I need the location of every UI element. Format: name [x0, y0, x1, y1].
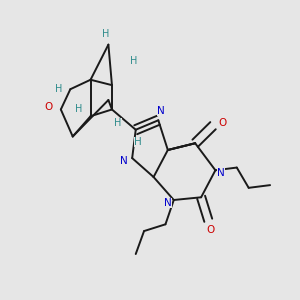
Text: H: H: [55, 84, 62, 94]
Text: O: O: [45, 102, 53, 112]
Text: N: N: [120, 156, 128, 166]
Text: O: O: [206, 225, 215, 235]
Text: N: N: [157, 106, 165, 116]
Text: N: N: [164, 198, 172, 208]
Text: O: O: [218, 118, 226, 128]
Text: H: H: [114, 118, 122, 128]
Text: H: H: [130, 56, 137, 66]
Text: H: H: [102, 29, 110, 39]
Text: H: H: [75, 104, 82, 115]
Text: H: H: [134, 137, 142, 147]
Text: N: N: [218, 168, 225, 178]
